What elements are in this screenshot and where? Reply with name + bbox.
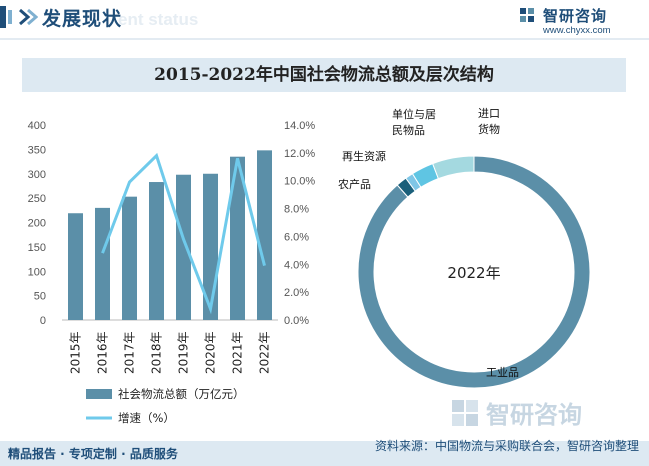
y2-tick-label: 14.0% <box>284 120 315 132</box>
legend-bar-label: 社会物流总额（万亿元） <box>118 387 245 401</box>
page-header: 发展现状 ent status 智研咨询 www.chyxx.com <box>0 0 649 38</box>
x-tick-label: 2021年 <box>231 331 245 374</box>
growth-line <box>101 152 266 315</box>
bar <box>230 156 245 320</box>
header-ghost-text: ent status <box>118 10 199 29</box>
y-tick-label: 400 <box>28 120 46 132</box>
x-tick-label: 2015年 <box>69 331 83 374</box>
bar <box>68 213 83 320</box>
chart-title: 2015-2022年中国社会物流总额及层次结构 <box>154 65 494 85</box>
y-tick-label: 150 <box>28 242 46 254</box>
brand-name: 智研咨询 <box>543 7 608 25</box>
x-tick-label: 2020年 <box>204 331 218 374</box>
header-decoration-icon <box>0 6 12 28</box>
donut-slice-label: 货物 <box>478 122 500 136</box>
donut-slice-label: 进口 <box>478 107 500 120</box>
x-tick-label: 2016年 <box>96 331 110 374</box>
donut-slice <box>432 155 475 180</box>
y-tick-label: 200 <box>28 218 46 230</box>
y2-tick-label: 12.0% <box>284 148 315 160</box>
bar <box>176 174 191 320</box>
y-tick-label: 350 <box>28 144 46 156</box>
footer-source: 资料来源：中国物流与采购联合会，智研咨询整理 <box>374 439 639 453</box>
chevron-icon <box>19 8 38 26</box>
x-tick-label: 2018年 <box>150 331 164 374</box>
bar <box>122 196 137 320</box>
bar <box>95 207 110 320</box>
page-title: 发展现状 <box>42 8 123 30</box>
y2-tick-label: 6.0% <box>284 231 309 243</box>
y2-tick-label: 8.0% <box>284 204 309 216</box>
brand-url: www.chyxx.com <box>543 25 611 36</box>
watermark-text: 智研咨询 <box>486 401 582 429</box>
donut-slice-label: 单位与居 <box>392 107 436 121</box>
x-tick-label: 2019年 <box>177 331 191 374</box>
x-tick-label: 2022年 <box>258 331 272 374</box>
x-tick-label: 2017年 <box>123 331 137 374</box>
donut-slice-label: 工业品 <box>486 366 519 379</box>
y-tick-label: 0 <box>40 315 46 327</box>
brand[interactable]: 智研咨询 www.chyxx.com <box>519 5 639 39</box>
bar <box>149 182 164 320</box>
y2-tick-label: 2.0% <box>284 287 309 299</box>
donut-slice <box>357 155 591 389</box>
legend-bar-swatch <box>86 389 112 399</box>
y-tick-label: 300 <box>28 169 46 181</box>
y-tick-label: 50 <box>34 291 46 303</box>
watermark-logo-icon: 智研咨询 <box>452 400 582 429</box>
y-tick-label: 100 <box>28 266 46 278</box>
y-tick-label: 250 <box>28 193 46 205</box>
header-divider <box>0 38 649 40</box>
donut-slice-label: 农产品 <box>338 177 371 191</box>
donut-slice-label: 再生资源 <box>342 149 386 163</box>
bar <box>257 150 272 320</box>
donut-slice-label: 民物品 <box>392 123 425 137</box>
brand-logo-icon <box>520 8 534 22</box>
chart-title-box: 2015-2022年中国社会物流总额及层次结构 <box>22 58 626 92</box>
y2-tick-label: 4.0% <box>284 259 309 271</box>
legend-line-label: 增速（%） <box>118 411 175 425</box>
donut-center-label: 2022年 <box>447 264 500 282</box>
footer-tagline: 精品报告 · 专项定制 · 品质服务 <box>8 447 178 461</box>
y2-tick-label: 10.0% <box>284 176 315 188</box>
y2-tick-label: 0.0% <box>284 315 309 327</box>
page-footer: 精品报告 · 专项定制 · 品质服务 <box>0 441 649 466</box>
